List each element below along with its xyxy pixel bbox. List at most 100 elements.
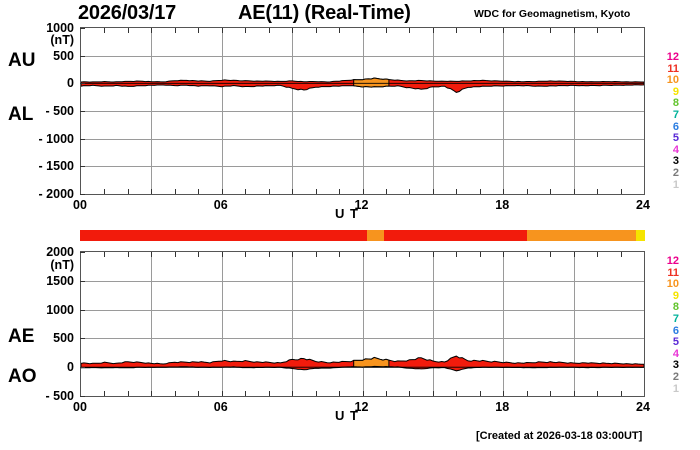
x-minor-tick: [198, 189, 199, 194]
legend-top-item-1: 1: [672, 178, 679, 191]
y-major-tick: [80, 138, 85, 140]
x-minor-tick: [269, 189, 270, 194]
gridline-vertical: [151, 252, 152, 396]
gridline-vertical: [503, 252, 504, 396]
x-minor-tick: [316, 28, 317, 33]
au-al-x-title: U T: [335, 206, 359, 221]
y-major-tick: [80, 367, 85, 369]
x-minor-tick: [574, 189, 575, 194]
colorbar-segment: [367, 230, 384, 241]
y-major-tick: [80, 166, 85, 168]
x-minor-tick: [597, 28, 598, 33]
x-minor-tick: [151, 189, 152, 194]
x-minor-tick: [128, 252, 129, 257]
x-minor-tick: [292, 28, 293, 33]
x-minor-tick: [222, 189, 223, 194]
gridline-vertical: [292, 252, 293, 396]
x-minor-tick: [503, 252, 504, 257]
y-major-tick: [80, 55, 85, 57]
y-tick-label: 1500: [46, 273, 74, 288]
legend-bottom-item-11: 11: [667, 266, 679, 279]
x-minor-tick: [527, 252, 528, 257]
x-minor-tick: [128, 189, 129, 194]
x-tick-label: 18: [495, 400, 510, 414]
x-minor-tick: [245, 189, 246, 194]
x-minor-tick: [339, 391, 340, 396]
x-minor-tick: [621, 189, 622, 194]
x-minor-tick: [574, 391, 575, 396]
x-minor-tick: [316, 391, 317, 396]
gridline-horizontal: [81, 56, 644, 57]
x-minor-tick: [433, 391, 434, 396]
x-minor-tick: [550, 391, 551, 396]
gridline-horizontal: [81, 310, 644, 311]
x-minor-tick: [222, 391, 223, 396]
y-major-tick: [80, 28, 85, 29]
legend-bottom-item-8: 8: [672, 301, 679, 314]
series-label-ao: AO: [8, 366, 37, 387]
x-minor-tick: [456, 28, 457, 33]
legend-bottom-item-1: 1: [672, 382, 679, 395]
y-tick-label: - 1000: [38, 131, 74, 146]
y-tick-label: 1000: [46, 302, 74, 317]
x-minor-tick: [597, 189, 598, 194]
index-band-highlight: [353, 356, 390, 368]
x-minor-tick: [527, 28, 528, 33]
legend-top-item-3: 3: [672, 155, 679, 168]
y-tick-label: - 500: [45, 104, 75, 118]
y-tick-label: 0: [67, 360, 74, 375]
x-minor-tick: [503, 189, 504, 194]
x-minor-tick: [222, 252, 223, 257]
gridline-horizontal: [81, 281, 644, 282]
legend-top-item-9: 9: [672, 85, 679, 98]
x-minor-tick: [409, 391, 410, 396]
x-minor-tick: [527, 391, 528, 396]
x-minor-tick: [409, 189, 410, 194]
x-minor-tick: [480, 252, 481, 257]
x-minor-tick: [151, 28, 152, 33]
x-minor-tick: [269, 391, 270, 396]
x-minor-tick: [175, 252, 176, 257]
ae-ao-x-title: U T: [335, 408, 359, 423]
legend-bottom: 12 11 10 9 8 7 6 5 4 3 2 1: [655, 255, 679, 395]
x-minor-tick: [386, 189, 387, 194]
x-tick-label: 24: [636, 400, 650, 414]
x-minor-tick: [292, 252, 293, 257]
y-tick-label: 500: [53, 48, 74, 63]
x-minor-tick: [175, 28, 176, 33]
activity-colorbar: [80, 230, 645, 241]
x-minor-tick: [128, 28, 129, 33]
x-tick-label: 00: [73, 400, 87, 414]
x-minor-tick: [433, 189, 434, 194]
x-minor-tick: [480, 189, 481, 194]
x-minor-tick: [363, 252, 364, 257]
y-tick-label: 500: [53, 331, 74, 346]
x-minor-tick: [621, 391, 622, 396]
x-minor-tick: [480, 28, 481, 33]
au-al-trace: [81, 77, 644, 93]
attribution-label: WDC for Geomagnetism, Kyoto: [474, 8, 631, 20]
x-minor-tick: [550, 252, 551, 257]
x-minor-tick: [433, 252, 434, 257]
chart-au-al: [80, 27, 645, 195]
x-minor-tick: [363, 391, 364, 396]
x-tick-label: 12: [354, 198, 369, 212]
x-minor-tick: [104, 189, 105, 194]
y-major-tick: [80, 338, 85, 340]
x-minor-tick: [292, 391, 293, 396]
x-minor-tick: [245, 28, 246, 33]
x-minor-tick: [198, 252, 199, 257]
legend-top-item-10: 10: [666, 74, 679, 87]
y-major-tick: [80, 111, 85, 112]
x-minor-tick: [456, 391, 457, 396]
legend-top-item-2: 2: [672, 166, 679, 179]
x-tick-label: 06: [213, 198, 228, 212]
x-minor-tick: [198, 28, 199, 33]
x-minor-tick: [339, 28, 340, 33]
x-minor-tick: [503, 28, 504, 33]
colorbar-segment: [527, 230, 636, 241]
legend-bottom-item-4: 4: [672, 347, 679, 360]
x-minor-tick: [550, 189, 551, 194]
y-tick-label: 2000: [46, 245, 74, 259]
plot-date: 2026/03/17: [78, 2, 177, 24]
